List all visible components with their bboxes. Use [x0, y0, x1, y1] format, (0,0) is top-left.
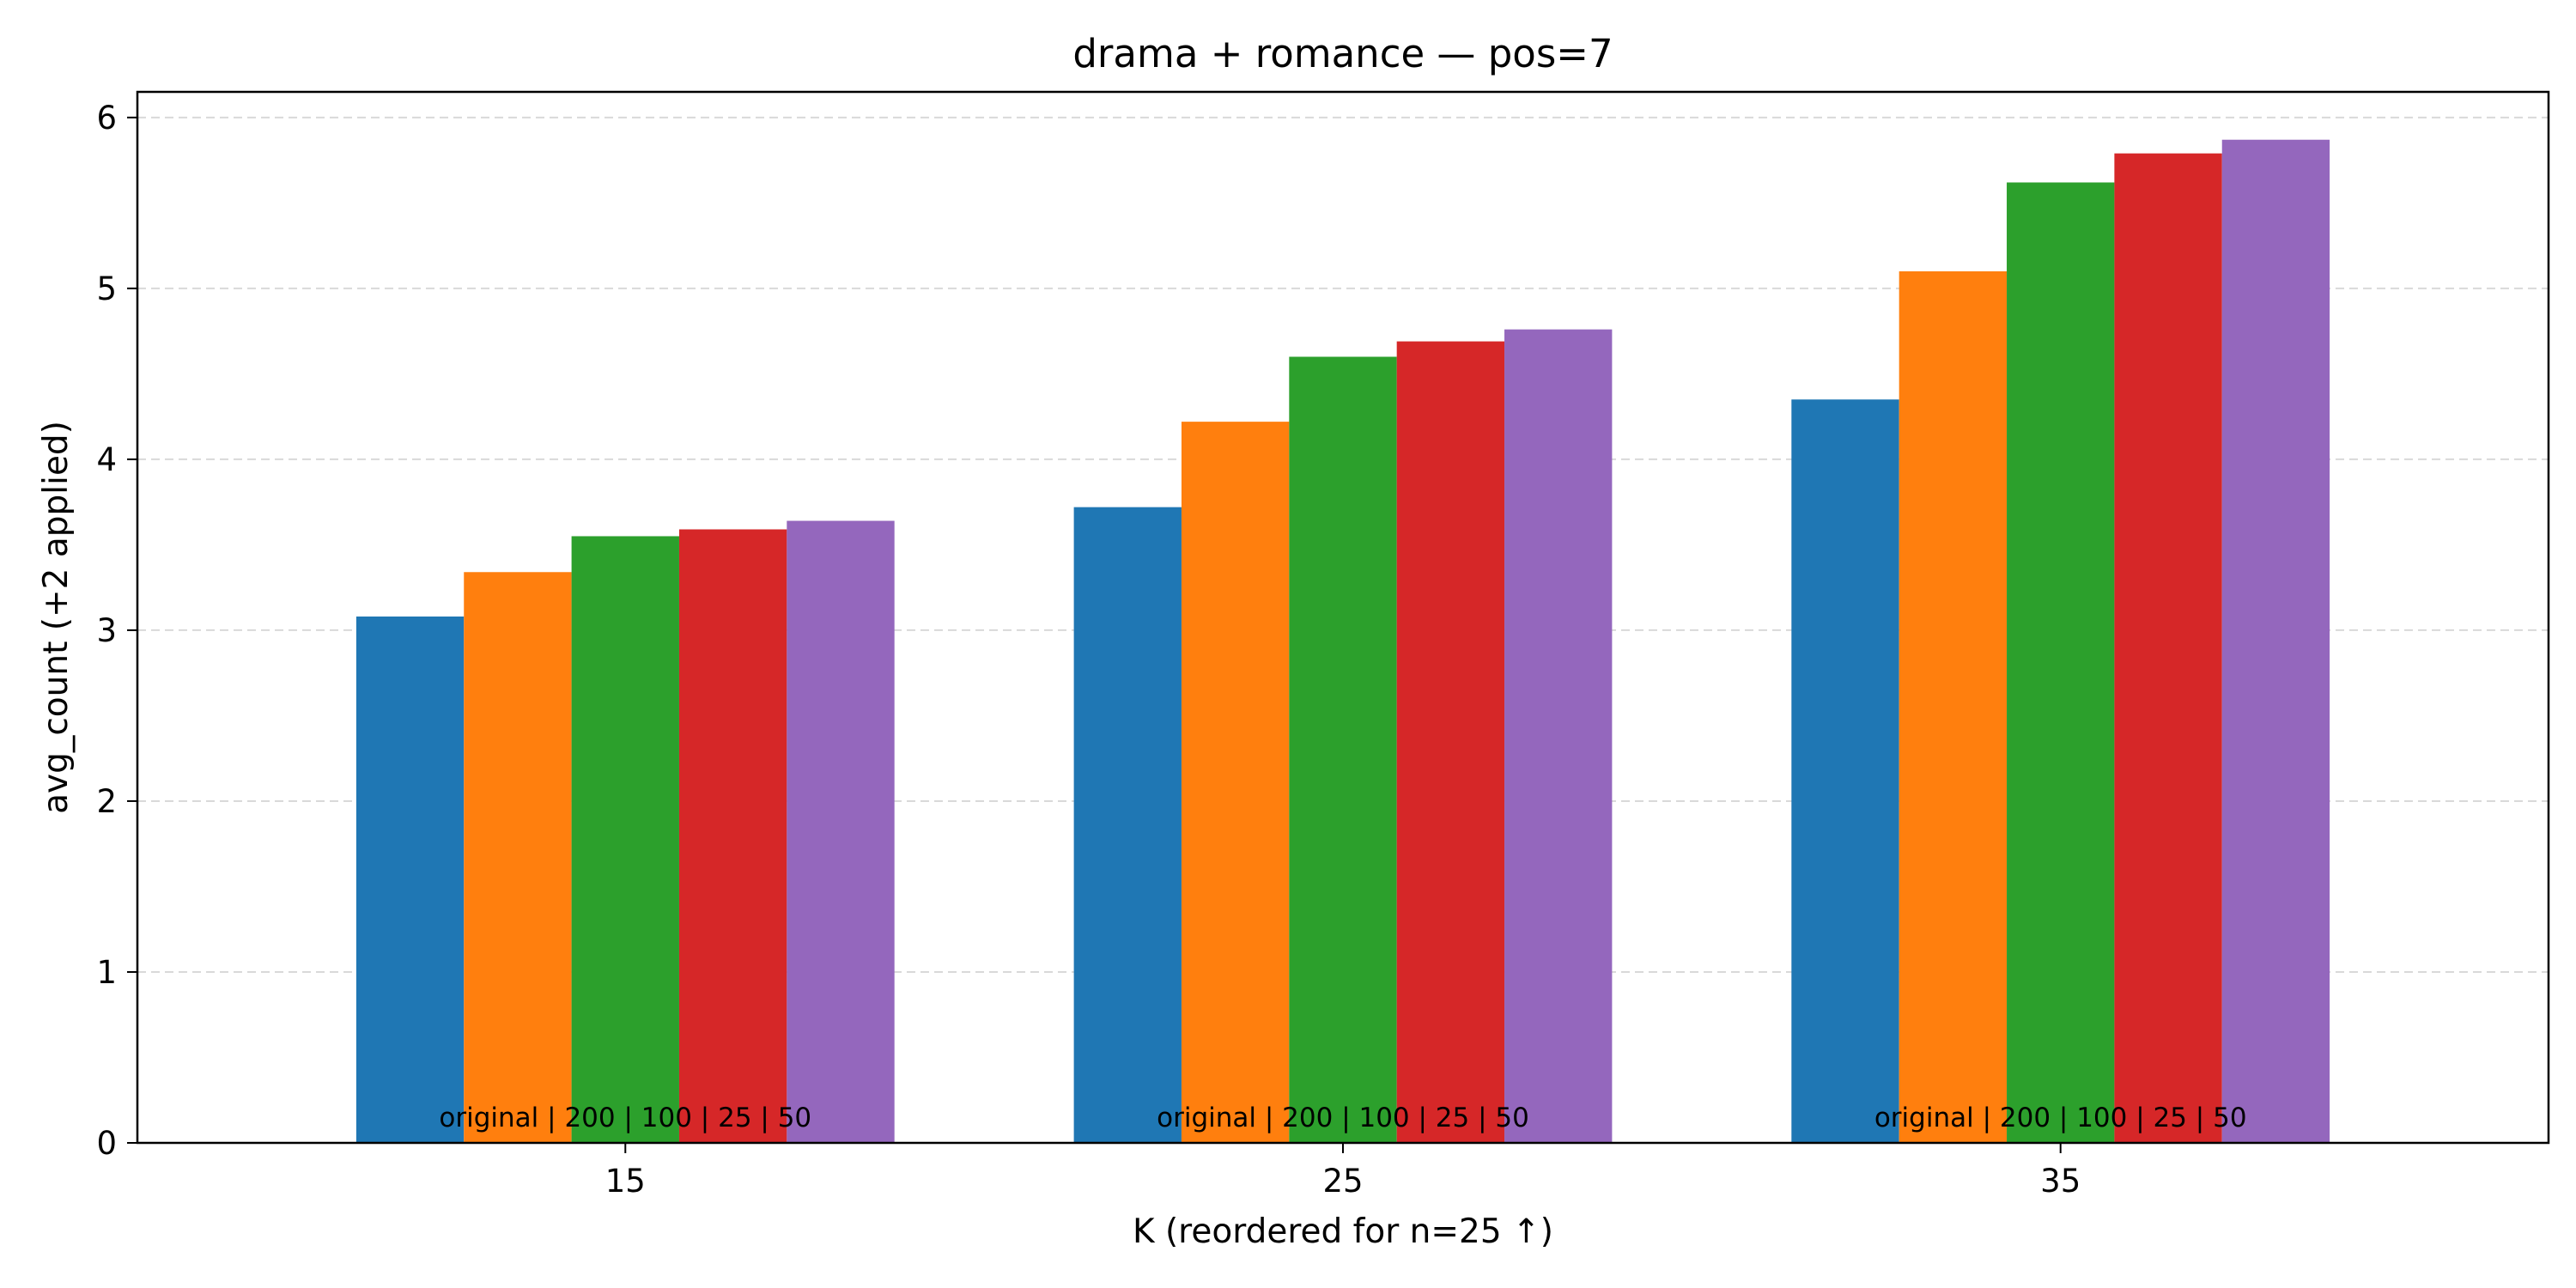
bar-35-4	[2114, 153, 2222, 1143]
bars	[355, 139, 2330, 1144]
x-tick-label-15: 15	[605, 1163, 646, 1200]
y-tick-label-5: 5	[96, 270, 117, 307]
bar-35-2	[1899, 270, 2008, 1144]
y-axis: 0 1 2 3 4 5 6	[96, 100, 137, 1162]
bar-25-2	[1181, 422, 1290, 1143]
bar-35-3	[2007, 182, 2115, 1144]
x-tick-label-35: 35	[2040, 1163, 2081, 1200]
bar-25-3	[1289, 356, 1397, 1143]
x-axis: 15 25 35	[605, 1143, 2081, 1200]
y-tick-label-3: 3	[96, 612, 117, 649]
bar-25-4	[1396, 341, 1505, 1143]
bar-15-5	[787, 520, 895, 1143]
group-annotation-25: original | 200 | 100 | 25 | 50	[1157, 1103, 1529, 1133]
bar-15-4	[678, 529, 787, 1143]
bar-15-2	[464, 572, 572, 1143]
bar-15-3	[571, 536, 679, 1143]
group-annotations: original | 200 | 100 | 25 | 50 original |…	[439, 1103, 2246, 1133]
y-axis-label: avg_count (+2 applied)	[37, 421, 76, 814]
y-tick-label-2: 2	[96, 783, 117, 820]
bar-25-5	[1504, 329, 1613, 1143]
group-annotation-15: original | 200 | 100 | 25 | 50	[439, 1103, 811, 1133]
bar-25-1	[1073, 507, 1182, 1143]
bar-35-5	[2221, 139, 2330, 1144]
y-tick-label-1: 1	[96, 954, 117, 991]
y-tick-label-6: 6	[96, 100, 117, 137]
bar-15-1	[355, 617, 465, 1143]
y-tick-label-4: 4	[96, 441, 117, 478]
x-axis-label: K (reordered for n=25 ↑)	[1133, 1212, 1553, 1251]
chart-title: drama + romance — pos=7	[1072, 31, 1613, 76]
group-annotation-35: original | 200 | 100 | 25 | 50	[1874, 1103, 2247, 1133]
bar-35-1	[1791, 399, 1899, 1143]
y-tick-label-0: 0	[96, 1125, 117, 1162]
x-tick-label-25: 25	[1322, 1163, 1363, 1200]
